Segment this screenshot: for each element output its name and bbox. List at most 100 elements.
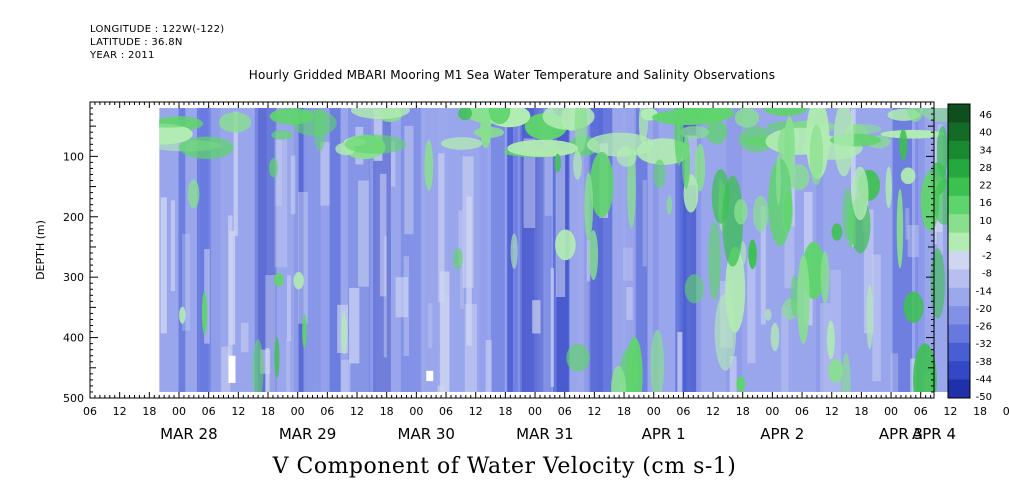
field-band (420, 108, 426, 392)
field-patch (271, 130, 294, 140)
x-hour-label: 12 (350, 405, 364, 418)
field-patch (452, 247, 463, 270)
field-patch (722, 175, 743, 267)
field-band (675, 108, 687, 392)
field-streak (586, 239, 591, 282)
field-streak (458, 210, 463, 266)
x-hour-label: 12 (587, 405, 601, 418)
heatmap-field (159, 108, 951, 392)
field-patch (833, 108, 854, 177)
field-patch (554, 153, 562, 173)
field-patch (926, 193, 931, 209)
field-band (622, 108, 635, 392)
x-date-label: MAR 28 (160, 425, 217, 443)
field-streak (229, 230, 236, 345)
field-band (304, 108, 321, 392)
colorbar-swatch (948, 342, 970, 362)
field-patch (616, 146, 637, 167)
field-patch (770, 322, 780, 352)
colorbar-label: 40 (979, 128, 992, 139)
colorbar-label: 10 (979, 216, 992, 227)
colorbar-label: -50 (976, 392, 992, 403)
field-patch (666, 195, 673, 215)
field-patch (218, 112, 252, 133)
colorbar-swatch (948, 306, 970, 325)
field-patch (574, 108, 588, 152)
field-patch (844, 124, 882, 134)
y-tick-label: 300 (63, 271, 84, 284)
field-patch (764, 308, 772, 321)
field-patch (638, 108, 648, 146)
field-streak (890, 353, 899, 392)
field-patch (201, 291, 208, 335)
x-hour-label: 00 (884, 405, 898, 418)
x-hour-label: 18 (261, 405, 275, 418)
x-hour-label: 18 (973, 405, 987, 418)
colorbar-swatch (948, 324, 970, 344)
field-patch (458, 108, 472, 121)
data-gap (426, 370, 434, 382)
x-hour-label: 12 (943, 405, 957, 418)
field-patch (589, 151, 614, 218)
field-patch (880, 129, 945, 139)
field-streak (240, 322, 249, 353)
colorbar-swatch (948, 361, 970, 381)
field-patch (809, 124, 824, 186)
field-band (329, 108, 341, 392)
year-label: YEAR : 2011 (90, 50, 155, 61)
colorbar-swatch (948, 177, 970, 197)
field-streak (285, 339, 291, 392)
field-patch (555, 229, 576, 261)
field-streak (298, 192, 308, 324)
field-patch (650, 329, 665, 392)
field-patch (488, 108, 511, 125)
field-streak (233, 111, 238, 237)
field-streak (523, 138, 536, 228)
field-patch (586, 132, 654, 157)
field-patch (738, 126, 775, 153)
field-patch (159, 119, 196, 128)
field-patch (480, 108, 492, 149)
field-streak (286, 275, 291, 342)
field-patch (736, 376, 746, 392)
field-band (254, 108, 267, 392)
field-streak (460, 255, 464, 309)
colorbar-swatch (948, 232, 970, 252)
field-patch (705, 120, 728, 144)
field-streak (265, 347, 270, 392)
field-streak (349, 287, 360, 364)
chart-title: Hourly Gridded MBARI Mooring M1 Sea Wate… (248, 68, 776, 82)
field-band (914, 108, 925, 392)
field-patch (588, 230, 599, 281)
latitude-label: LATITUDE : 36.8N (90, 37, 183, 48)
field-streak (784, 186, 795, 289)
colorbar-swatch (948, 104, 970, 123)
y-axis-label: DEPTH (m) (34, 220, 47, 280)
longitude-label: LONGITUDE : 122W(-122) (90, 24, 225, 35)
field-band (636, 108, 648, 392)
field-streak (275, 140, 282, 206)
colorbar-label: -44 (976, 374, 992, 385)
field-band (209, 108, 221, 392)
field-patch (900, 167, 916, 185)
field-patch (748, 239, 757, 270)
x-hour-label: 06 (914, 405, 928, 418)
field-patch (682, 135, 691, 189)
field-patch (269, 158, 278, 178)
colorbar-label: 22 (979, 181, 992, 192)
field-streak (550, 268, 554, 387)
field-streak (620, 382, 632, 392)
field-streak (850, 108, 856, 247)
axes: 06 12 18 00 06 12 18 00 06 12 18 00 06 12 18 00 06 12 18 00… (34, 101, 1009, 443)
field-streak (221, 346, 231, 392)
field-patch (933, 179, 951, 226)
x-hour-label: 12 (469, 405, 483, 418)
field-patch (510, 233, 518, 269)
field-streak (170, 200, 176, 292)
field-streak (391, 141, 396, 187)
x-hour-label: 06 (83, 405, 97, 418)
field-patch (842, 188, 853, 240)
field-band (368, 108, 377, 392)
x-date-label: APR 2 (760, 425, 804, 443)
y-tick-label: 200 (63, 211, 84, 224)
